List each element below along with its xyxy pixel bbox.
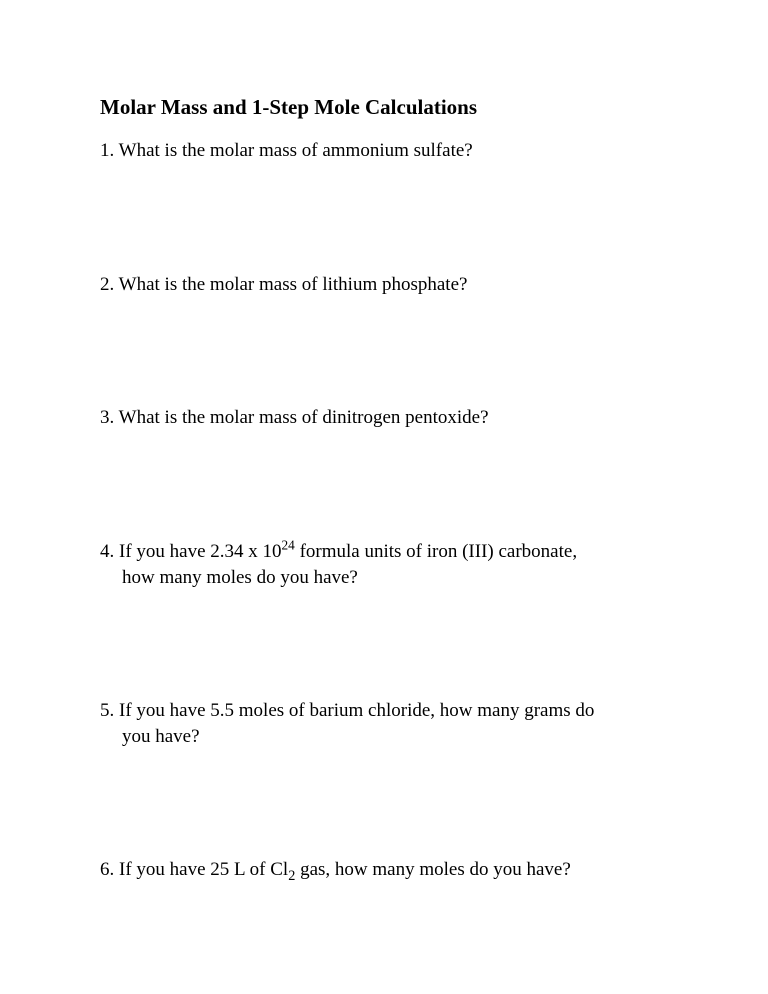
question-3-text: 3. What is the molar mass of dinitrogen … — [100, 407, 489, 428]
question-4-exponent: 24 — [282, 538, 295, 553]
question-6: 6. If you have 25 L of Cl2 gas, how many… — [100, 857, 668, 883]
question-1: 1. What is the molar mass of ammonium su… — [100, 138, 668, 164]
question-2: 2. What is the molar mass of lithium pho… — [100, 272, 668, 298]
question-5-line2: you have? — [100, 724, 668, 750]
question-5-line1: 5. If you have 5.5 moles of barium chlor… — [100, 700, 594, 721]
worksheet-page: Molar Mass and 1-Step Mole Calculations … — [0, 0, 768, 883]
question-4-line2: how many moles do you have? — [100, 565, 668, 591]
question-6-part-a: 6. If you have 25 L of Cl — [100, 859, 288, 880]
question-5: 5. If you have 5.5 moles of barium chlor… — [100, 698, 668, 749]
question-4-part-a: 4. If you have 2.34 x 10 — [100, 541, 282, 562]
question-1-text: 1. What is the molar mass of ammonium su… — [100, 140, 473, 161]
question-4-part-b: formula units of iron (III) carbonate, — [295, 541, 577, 562]
question-3: 3. What is the molar mass of dinitrogen … — [100, 405, 668, 431]
page-title: Molar Mass and 1-Step Mole Calculations — [100, 95, 668, 120]
question-6-part-b: gas, how many moles do you have? — [295, 859, 570, 880]
question-4: 4. If you have 2.34 x 1024 formula units… — [100, 539, 668, 590]
question-2-text: 2. What is the molar mass of lithium pho… — [100, 274, 467, 295]
